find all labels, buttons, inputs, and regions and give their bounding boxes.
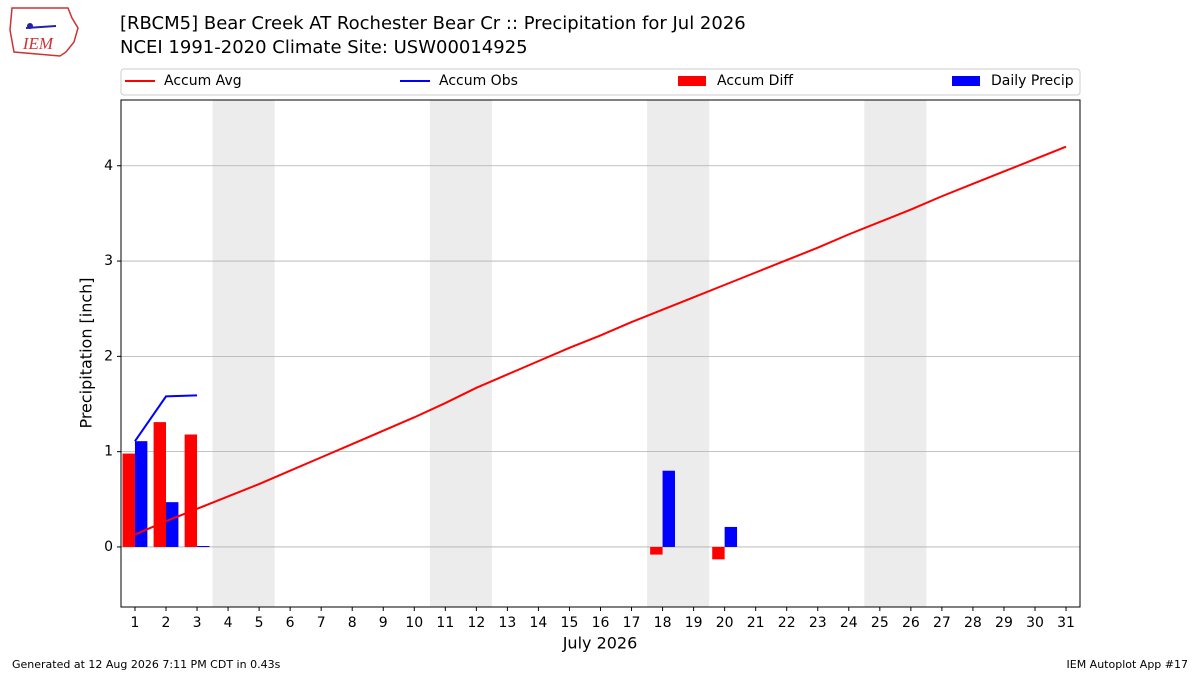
x-tick-label: 7: [317, 615, 326, 631]
x-tick-label: 16: [592, 615, 610, 631]
bar: [122, 453, 135, 547]
weekend-shade: [647, 100, 710, 607]
x-tick-label: 10: [405, 615, 423, 631]
bar: [650, 546, 663, 555]
legend-box: [120, 68, 1081, 96]
x-tick-label: 29: [995, 615, 1013, 631]
x-tick-label: 17: [623, 615, 641, 631]
legend-swatch: [952, 76, 980, 86]
x-tick-label: 25: [871, 615, 889, 631]
x-tick-label: 20: [716, 615, 734, 631]
bar: [134, 441, 148, 547]
x-tick-label: 27: [933, 615, 951, 631]
legend-label: Daily Precip: [991, 73, 1074, 89]
bar: [197, 546, 210, 548]
logo-icon: [27, 23, 33, 29]
legend-swatch: [678, 76, 706, 86]
bar: [724, 526, 738, 547]
footer-right: IEM Autoplot App #17: [1067, 658, 1189, 671]
x-tick-label: 24: [840, 615, 858, 631]
x-axis-label: July 2026: [562, 634, 638, 653]
chart-title: [RBCM5] Bear Creek AT Rochester Bear Cr …: [120, 13, 746, 34]
x-tick-label: 26: [902, 615, 920, 631]
x-tick-label: 4: [224, 615, 233, 631]
y-axis-label: Precipitation [inch]: [77, 277, 96, 428]
x-tick-label: 5: [255, 615, 264, 631]
logo: IEM: [9, 7, 79, 57]
weekend-shade: [212, 100, 275, 607]
bar: [662, 470, 675, 547]
bar: [712, 546, 725, 560]
x-tick-label: 14: [530, 615, 548, 631]
x-tick-label: 30: [1026, 615, 1044, 631]
x-tick-label: 12: [467, 615, 485, 631]
chart-subtitle: NCEI 1991-2020 Climate Site: USW00014925: [120, 37, 528, 58]
x-tick-label: 22: [778, 615, 796, 631]
footer-left: Generated at 12 Aug 2026 7:11 PM CDT in …: [12, 658, 281, 671]
x-tick-label: 18: [654, 615, 672, 631]
logo-outline: [9, 7, 79, 57]
bar: [184, 434, 198, 547]
x-tick-label: 6: [286, 615, 295, 631]
x-tick-label: 31: [1057, 615, 1075, 631]
logo-text: IEM: [22, 34, 54, 53]
bar: [153, 422, 167, 547]
plot-frame: [120, 99, 1081, 608]
x-tick-label: 13: [498, 615, 516, 631]
y-tick-label: 3: [104, 253, 113, 269]
weekend-shade: [429, 100, 492, 607]
legend-label: Accum Diff: [717, 73, 793, 89]
bar: [166, 502, 179, 547]
x-tick-label: 19: [685, 615, 703, 631]
line: [134, 394, 198, 442]
legend-label: Accum Avg: [164, 73, 242, 89]
x-tick-label: 2: [162, 615, 171, 631]
x-tick-label: 23: [809, 615, 827, 631]
weekend-shade: [864, 100, 927, 607]
y-tick-label: 0: [104, 539, 113, 555]
legend-label: Accum Obs: [439, 73, 518, 89]
x-tick-label: 11: [436, 615, 454, 631]
y-tick-label: 2: [104, 348, 113, 364]
x-tick-label: 28: [964, 615, 982, 631]
x-tick-label: 8: [348, 615, 357, 631]
x-tick-label: 21: [747, 615, 765, 631]
x-tick-label: 1: [131, 615, 140, 631]
line: [134, 145, 1067, 536]
x-tick-label: 9: [379, 615, 388, 631]
x-tick-label: 15: [561, 615, 579, 631]
y-tick-label: 1: [104, 444, 113, 460]
x-tick-label: 3: [193, 615, 202, 631]
y-tick-label: 4: [104, 158, 113, 174]
